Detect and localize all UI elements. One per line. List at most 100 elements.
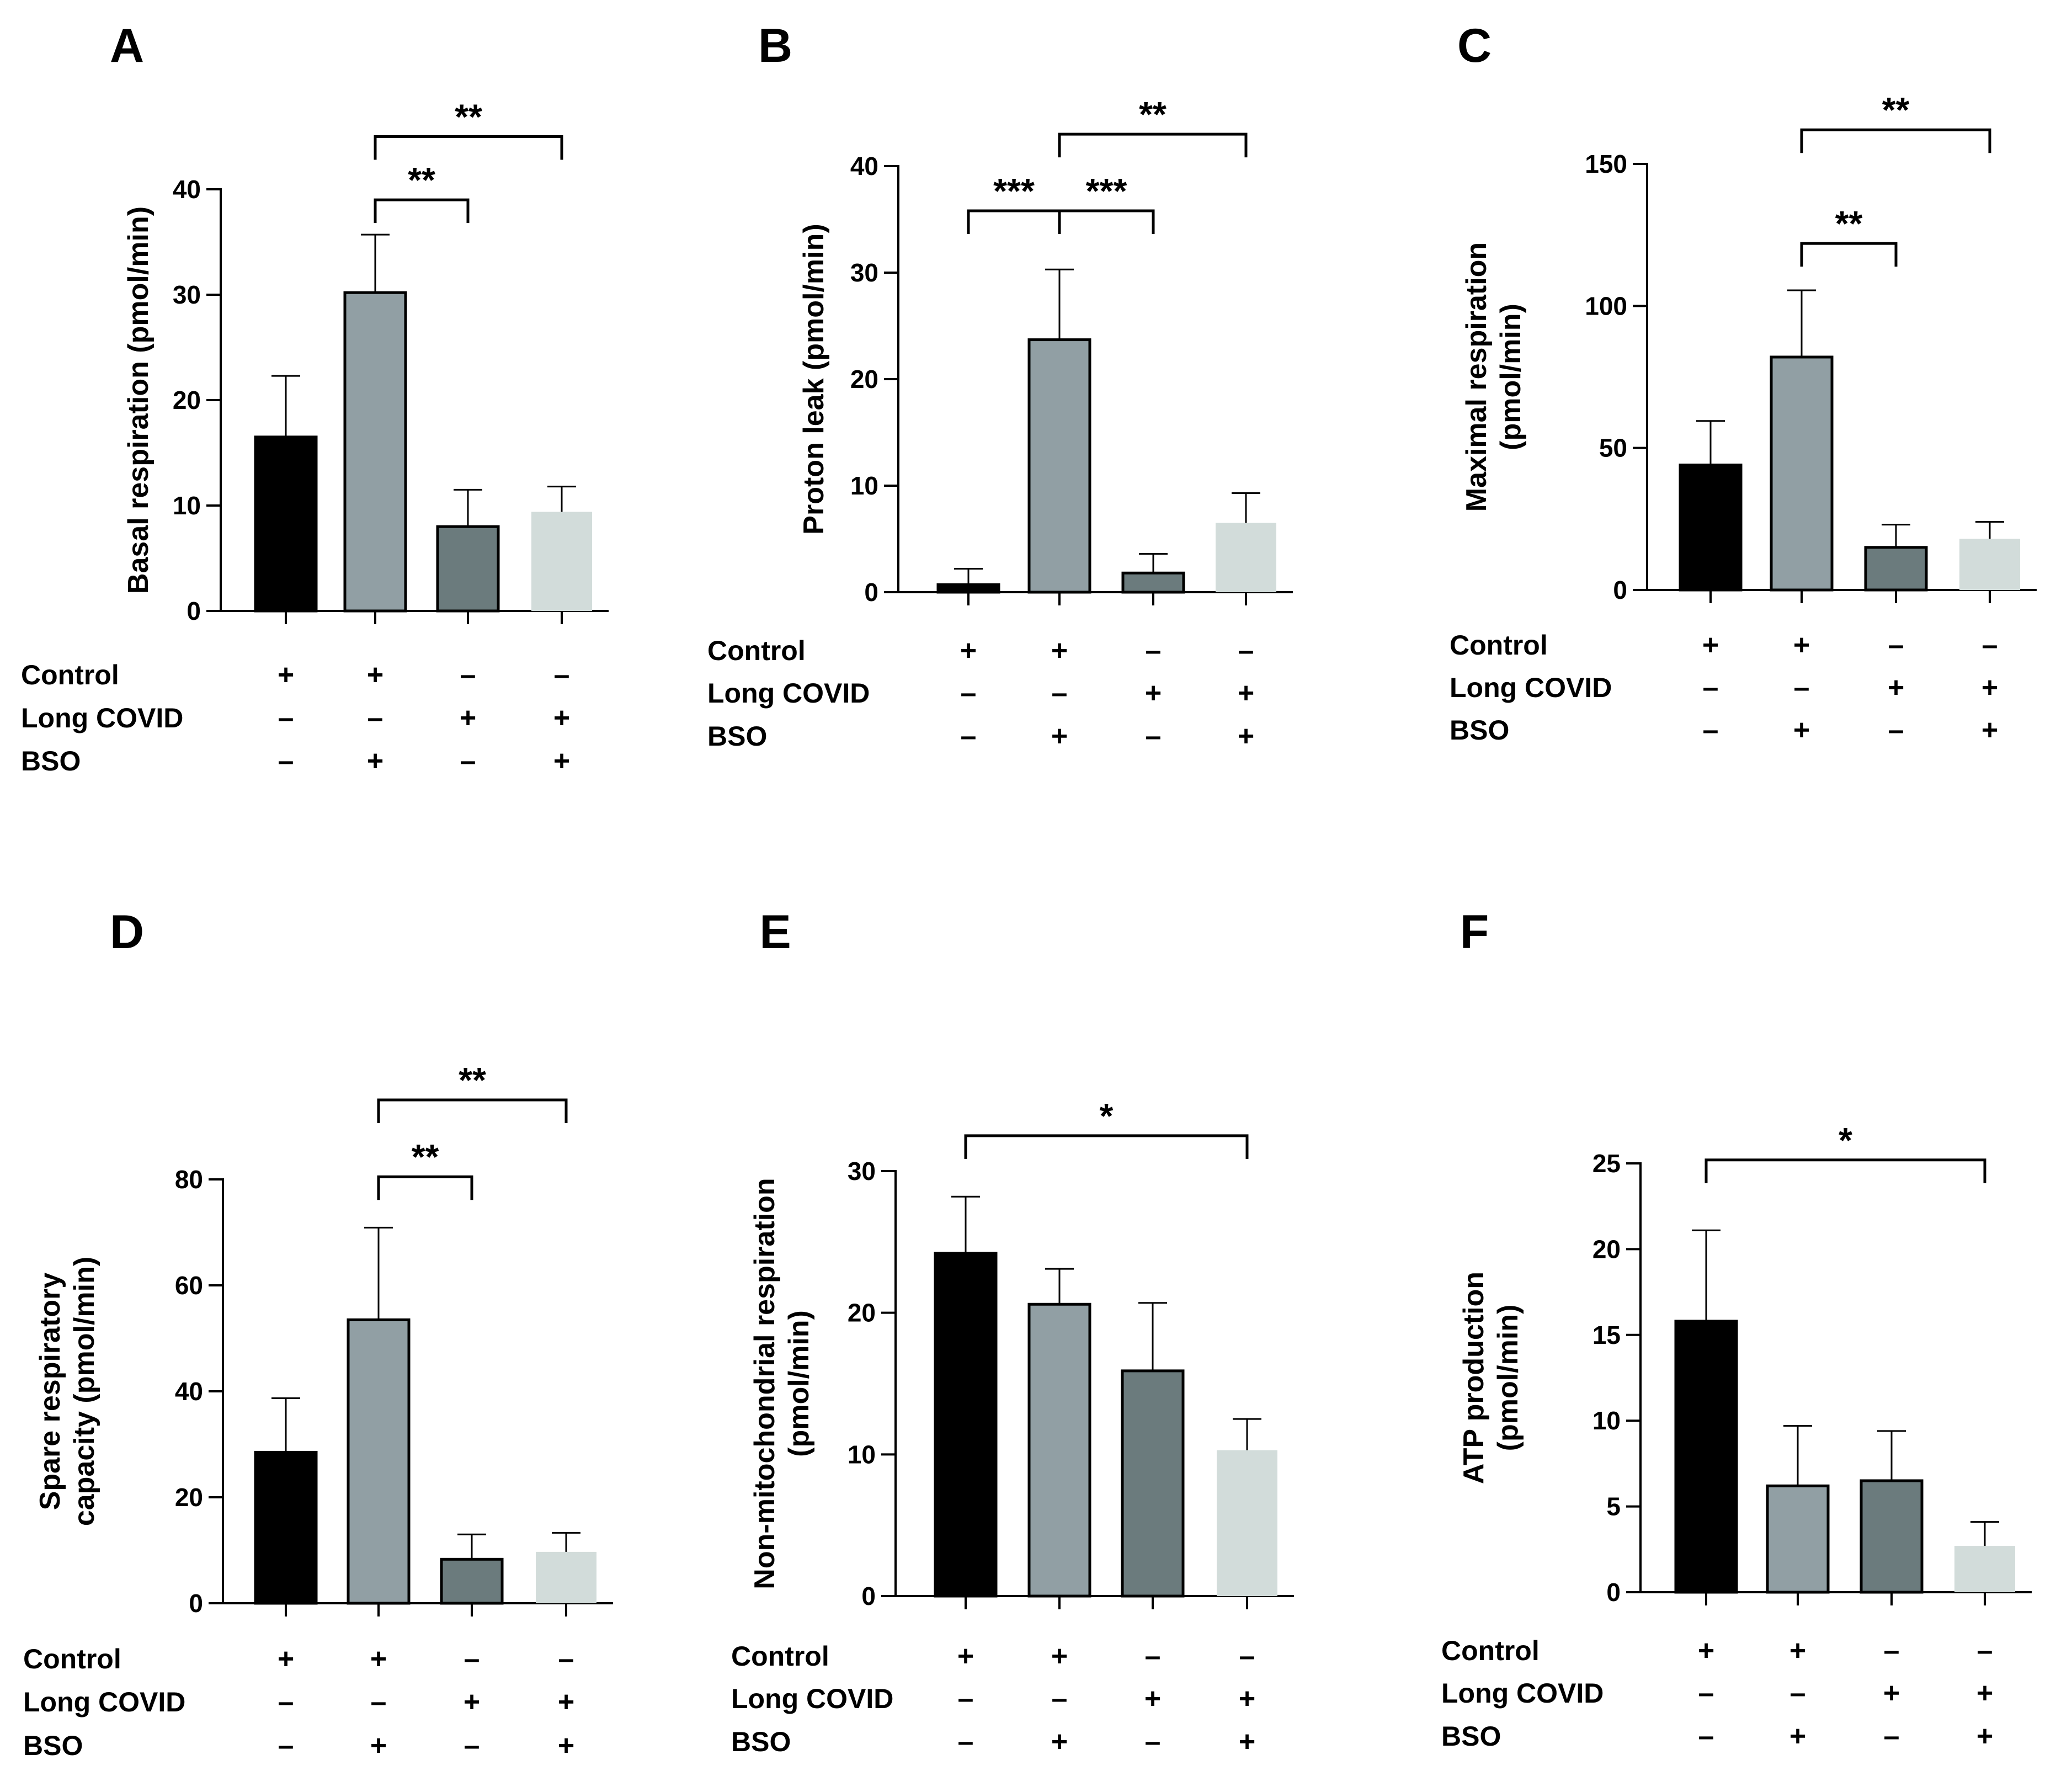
y-axis-label: Basal respiration (pmol/min) <box>122 206 155 594</box>
group-sign: + <box>1982 714 1998 746</box>
group-sign: – <box>1703 714 1719 746</box>
group-sign: – <box>367 702 383 734</box>
y-axis-label: Maximal respiration <box>1461 242 1493 512</box>
bar <box>1027 1302 1091 1598</box>
group-sign: – <box>1884 1720 1900 1752</box>
bar <box>1959 539 2020 590</box>
group-sign: + <box>1883 1677 1900 1709</box>
group-row-label: BSO <box>23 1730 83 1761</box>
bar <box>440 1557 504 1605</box>
y-tick-label: 25 <box>1592 1149 1621 1178</box>
y-tick-label: 40 <box>175 1377 203 1406</box>
group-sign: – <box>1239 1640 1255 1672</box>
bar <box>536 1551 596 1603</box>
y-tick-label: 10 <box>1592 1406 1621 1435</box>
bar <box>436 525 500 613</box>
y-tick-label: 0 <box>864 578 878 607</box>
significance-bracket <box>1800 128 1991 153</box>
bar <box>343 291 407 613</box>
group-row-label: Long COVID <box>1441 1678 1604 1709</box>
group-sign: + <box>367 745 383 777</box>
bar <box>1027 338 1091 594</box>
bar <box>1770 355 1834 592</box>
y-axis-label: (pmol/min) <box>783 1310 815 1457</box>
y-tick-label: 20 <box>173 386 201 414</box>
bar <box>1860 1479 1924 1594</box>
y-tick-label: 0 <box>861 1582 876 1610</box>
group-sign: – <box>958 1683 974 1715</box>
significance-bracket <box>374 135 563 160</box>
group-sign: – <box>961 677 977 709</box>
group-sign: – <box>1884 1635 1900 1667</box>
panel-a: A 0 10 20 30 40 Basal respiration (pmol/min) **… <box>21 19 609 777</box>
y-tick-label: 40 <box>173 175 201 204</box>
significance-label: ** <box>1882 90 1910 130</box>
group-sign: – <box>460 745 476 777</box>
bar <box>347 1318 411 1605</box>
significance-label: * <box>1839 1120 1852 1160</box>
group-sign: + <box>1888 672 1904 704</box>
panel-letter: D <box>110 906 144 959</box>
group-row-label: Long COVID <box>707 678 870 709</box>
y-tick-label: 0 <box>189 1589 203 1618</box>
y-tick-label: 10 <box>173 491 201 520</box>
significance-bracket <box>1800 242 1898 267</box>
significance-bracket <box>374 198 470 224</box>
y-tick-label: 80 <box>175 1165 203 1194</box>
group-sign: – <box>1052 677 1068 709</box>
group-sign: + <box>1789 1635 1806 1667</box>
bar <box>1121 1369 1185 1598</box>
y-tick-label: 60 <box>175 1271 203 1300</box>
y-tick-label: 40 <box>850 152 878 180</box>
group-sign: + <box>1238 677 1254 709</box>
significance-label: ** <box>1139 94 1167 134</box>
y-tick-label: 30 <box>173 280 201 309</box>
group-sign: – <box>1145 1640 1161 1672</box>
panel-letter: F <box>1460 906 1489 959</box>
group-sign: + <box>1239 1726 1255 1758</box>
group-sign: + <box>370 1643 387 1675</box>
bar <box>531 512 592 611</box>
group-sign: – <box>1977 1635 1993 1667</box>
group-row-label: Control <box>1450 630 1548 661</box>
group-sign: – <box>1238 635 1254 667</box>
y-tick-label: 20 <box>850 365 878 394</box>
bar <box>1216 523 1276 592</box>
significance-bracket <box>964 1134 1249 1159</box>
significance-bracket <box>967 209 1061 235</box>
group-sign: – <box>554 659 570 691</box>
group-sign: + <box>1238 720 1254 752</box>
group-sign: – <box>1146 720 1162 752</box>
group-sign: – <box>558 1643 574 1675</box>
group-sign: – <box>1888 714 1904 746</box>
significance-bracket <box>1058 132 1248 158</box>
y-tick-label: 30 <box>850 258 878 287</box>
y-tick-label: 100 <box>1585 291 1627 320</box>
group-sign: – <box>278 1730 294 1762</box>
group-row-label: Long COVID <box>1450 672 1612 703</box>
y-axis-label: (pmol/min) <box>1495 304 1527 450</box>
group-row-label: BSO <box>21 746 81 777</box>
group-sign: – <box>1145 1726 1161 1758</box>
group-row-label: BSO <box>731 1726 791 1757</box>
group-sign: + <box>957 1640 974 1672</box>
bar <box>1121 571 1185 594</box>
y-axis-label: Proton leak (pmol/min) <box>798 224 830 534</box>
group-sign: – <box>464 1730 480 1762</box>
group-row-label: Control <box>1441 1635 1540 1666</box>
group-row-label: Control <box>21 660 119 690</box>
bar <box>934 1252 998 1598</box>
y-tick-label: 15 <box>1592 1321 1621 1349</box>
group-sign: + <box>1977 1720 1993 1752</box>
y-tick-label: 10 <box>848 1440 876 1469</box>
group-sign: + <box>1051 1726 1068 1758</box>
y-axis-label: capacity (pmol/min) <box>68 1257 100 1526</box>
y-tick-label: 20 <box>175 1483 203 1512</box>
panel-letter: C <box>1457 19 1492 72</box>
group-sign: + <box>558 1686 574 1718</box>
group-sign: + <box>553 702 570 734</box>
group-sign: – <box>278 1686 294 1718</box>
group-sign: + <box>1793 714 1810 746</box>
bar <box>1679 464 1743 592</box>
